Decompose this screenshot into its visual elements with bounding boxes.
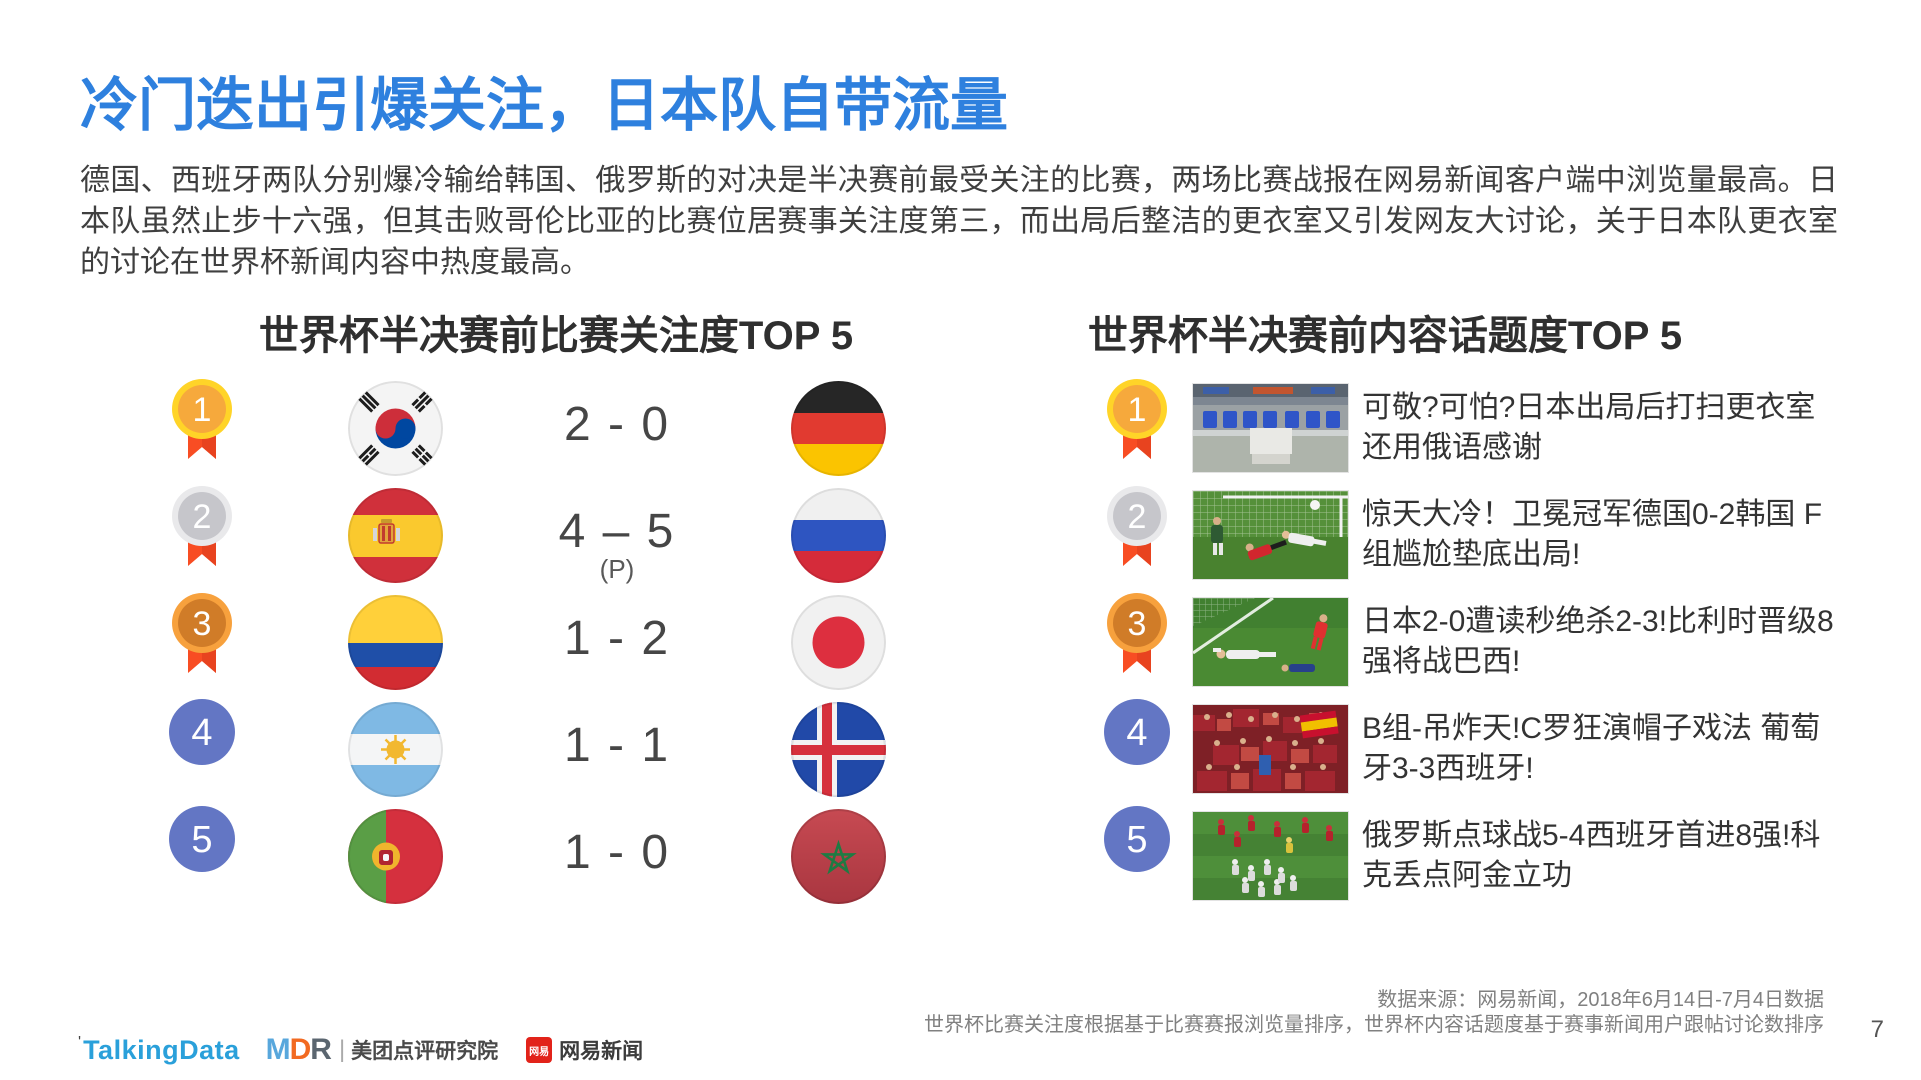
news-thumbnail-japan-belgium [1192, 597, 1349, 687]
talkingdata-logo: TalkingData [83, 1034, 240, 1065]
rank-badge-icon: 4 [1104, 699, 1170, 765]
rank-medal-gold-icon: 1 [172, 379, 232, 459]
rank-medal-bronze-icon: 3 [1107, 593, 1167, 673]
rank-number: 2 [1128, 498, 1147, 536]
rank-medal-gold-icon: 1 [1107, 379, 1167, 459]
rank-badge-icon: 4 [169, 699, 235, 765]
news-item: 1 可敬?可怕?日本出局后打扫更衣室 还用俄语感谢 [1090, 375, 1870, 481]
rank-number: 3 [1128, 605, 1147, 643]
left-column-header: 世界杯半决赛前比赛关注度TOP 5 [258, 314, 854, 358]
news-item: 3 日本2-0遭读秒绝杀2-3!比利时晋级8强将战巴西! [1090, 589, 1870, 695]
rank-number: 2 [193, 498, 212, 536]
page-title: 冷门迭出引爆关注，日本队自带流量 [80, 73, 1009, 138]
match-row: 3 1 - 2 [140, 589, 950, 695]
summary-paragraph: 德国、西班牙两队分别爆冷输给韩国、俄罗斯的对决是半决赛前最受关注的比赛，两场比赛… [80, 164, 1838, 279]
match-score: 4 – 5 [558, 505, 676, 558]
rank-medal-silver-icon: 2 [172, 486, 232, 566]
match-row: 5 1 - 0 [140, 803, 950, 909]
flag-morocco-icon [791, 809, 886, 904]
mdr-logo: MDR [265, 1033, 332, 1067]
match-row: 2 4 – 5 (P) [140, 482, 950, 588]
flag-russia-icon [791, 488, 886, 583]
rank-number: 3 [193, 605, 212, 643]
rank-number: 4 [1126, 712, 1147, 754]
news-thumbnail-germany-korea [1192, 490, 1349, 580]
footer-logos: ' TalkingData MDR | 美团点评研究院 网易 网易新闻 [78, 1033, 643, 1067]
netease-news-label: 网易新闻 [559, 1040, 644, 1063]
news-thumbnail-locker-room [1192, 383, 1349, 473]
news-title: 惊天大冷！卫冕冠军德国0-2韩国 F组尴尬垫底出局! [1362, 498, 1823, 571]
rank-medal-silver-icon: 2 [1107, 486, 1167, 566]
talkingdata-tick-icon: ' [78, 1034, 82, 1051]
news-title: 可敬?可怕?日本出局后打扫更衣室 还用俄语感谢 [1362, 391, 1816, 464]
rank-medal-bronze-icon: 3 [172, 593, 232, 673]
match-score: 2 - 0 [563, 398, 671, 451]
flag-argentina-icon [348, 702, 443, 797]
page-number: 7 [1870, 1016, 1884, 1043]
netease-logo: 网易 网易新闻 [526, 1035, 643, 1065]
mdr-letter-r: R [310, 1033, 332, 1066]
flag-japan-icon [791, 595, 886, 690]
news-item: 2 惊天大冷！卫冕冠军德国0-2韩国 F组尴尬垫底出局! [1090, 482, 1870, 588]
rank-badge-icon: 5 [1104, 806, 1170, 872]
right-column-header: 世界杯半决赛前内容话题度TOP 5 [1087, 314, 1683, 358]
logo-divider: | [338, 1036, 346, 1063]
flag-colombia-icon [348, 595, 443, 690]
rank-number: 1 [1128, 391, 1147, 429]
news-thumbnail-russia-celebration [1192, 811, 1349, 901]
match-row: 1 2 - 0 [140, 375, 950, 481]
flag-south-korea-icon [348, 381, 443, 476]
rank-number: 4 [191, 712, 212, 754]
netease-icon: 网易 [526, 1037, 553, 1063]
news-thumbnail-spain-fans [1192, 704, 1349, 794]
data-source-line1: 数据来源：网易新闻，2018年6月14日-7月4日数据 [1377, 989, 1824, 1011]
flag-iceland-icon [791, 702, 886, 797]
match-score: 1 - 1 [563, 719, 671, 772]
rank-number: 5 [191, 819, 212, 861]
rank-number: 1 [193, 391, 212, 429]
mdr-letter-m: M [265, 1033, 291, 1066]
penalty-note: (P) [599, 554, 635, 584]
flag-portugal-icon [348, 809, 443, 904]
mdr-letter-d: D [289, 1033, 312, 1066]
meituan-dianping-institute-label: 美团点评研究院 [351, 1040, 499, 1063]
rank-badge-icon: 5 [169, 806, 235, 872]
news-title: 日本2-0遭读秒绝杀2-3!比利时晋级8强将战巴西! [1362, 605, 1834, 678]
flag-spain-icon [348, 488, 443, 583]
news-title: B组-吊炸天!C罗狂演帽子戏法 葡萄牙3-3西班牙! [1362, 712, 1821, 785]
news-item: 5 俄罗斯点球战5-4西班牙首进8强!科克丢点阿金立功 [1090, 803, 1870, 909]
news-item: 4 B组-吊炸天!C罗狂演帽子戏法 葡萄牙3-3西班牙! [1090, 696, 1870, 802]
flag-germany-icon [791, 381, 886, 476]
rank-number: 5 [1126, 819, 1147, 861]
match-row: 4 1 - 1 [140, 696, 950, 802]
match-score: 1 - 2 [563, 612, 671, 665]
data-source-line2: 世界杯比赛关注度根据基于比赛赛报浏览量排序，世界杯内容话题度基于赛事新闻用户跟帖… [924, 1014, 1824, 1036]
news-title: 俄罗斯点球战5-4西班牙首进8强!科克丢点阿金立功 [1362, 819, 1821, 892]
match-score: 1 - 0 [563, 826, 671, 879]
